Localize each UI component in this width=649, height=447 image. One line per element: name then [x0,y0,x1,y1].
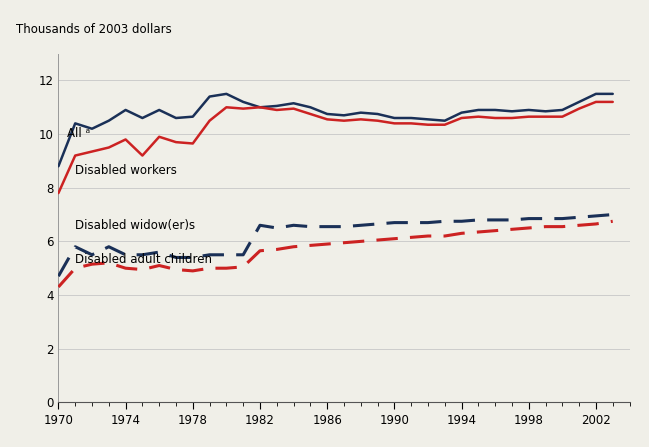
Text: All ᵃ: All ᵃ [67,127,90,140]
Text: Disabled workers: Disabled workers [75,164,177,177]
Text: Disabled adult children: Disabled adult children [75,253,212,266]
Text: Disabled widow(er)s: Disabled widow(er)s [75,219,195,232]
Text: Thousands of 2003 dollars: Thousands of 2003 dollars [16,23,171,36]
